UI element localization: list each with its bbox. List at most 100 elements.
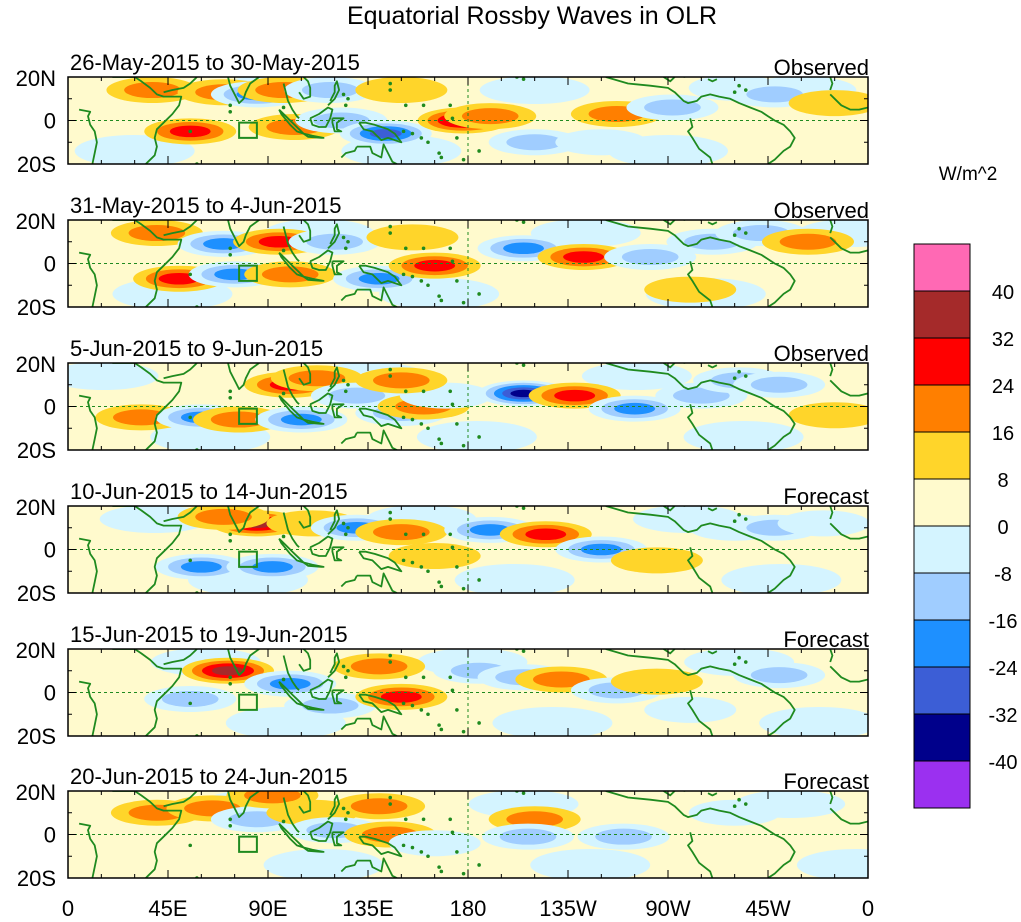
colorbar-label: 16 <box>992 423 1014 445</box>
island <box>343 103 348 108</box>
island <box>439 298 444 303</box>
colorbar-swatch <box>913 525 971 574</box>
island <box>461 300 466 305</box>
island <box>388 795 393 800</box>
coastline <box>605 220 796 307</box>
olr-anomaly <box>226 553 319 580</box>
coastline <box>358 835 403 858</box>
island <box>450 830 455 835</box>
anomaly-contour <box>777 510 868 537</box>
colorbar: W/m^2 -40 -32 -24 -16 -8 0 8 16 24 32 40 <box>913 164 1018 809</box>
island <box>421 817 426 822</box>
anomaly-band <box>492 706 613 736</box>
island <box>461 729 466 734</box>
island <box>281 534 286 539</box>
island <box>448 675 453 680</box>
island <box>426 712 430 717</box>
y-tick-label: 20S <box>17 152 56 177</box>
coastline <box>605 791 796 878</box>
island <box>410 417 415 422</box>
island <box>448 246 453 251</box>
island <box>346 668 350 673</box>
anomaly-contour <box>533 671 590 688</box>
colorbar-swatch <box>913 760 971 809</box>
coastline <box>298 506 312 529</box>
island <box>419 565 424 569</box>
colorbar-label: -16 <box>989 611 1018 633</box>
panel-date-range: 10-Jun-2015 to 14-Jun-2015 <box>70 479 348 504</box>
olr-anomaly <box>733 662 826 689</box>
colorbar-label: -32 <box>989 705 1018 727</box>
anomaly-band <box>796 848 868 878</box>
island <box>477 578 481 582</box>
olr-anomaly <box>244 670 337 697</box>
island <box>341 664 346 669</box>
island <box>228 532 233 537</box>
island <box>743 88 748 92</box>
island <box>401 558 406 563</box>
panel-status: Forecast <box>783 484 869 509</box>
coastline <box>309 106 334 128</box>
map-panel: 20N 0 20S 20-Jun-2015 to 24-Jun-2015 Forecas… <box>16 764 869 891</box>
coastline <box>356 715 398 736</box>
coastline <box>829 665 868 683</box>
coastline <box>163 77 198 94</box>
y-tick-label: 0 <box>44 109 56 134</box>
anomaly-contour <box>644 276 737 303</box>
coastline <box>214 506 260 533</box>
island <box>228 539 233 543</box>
island <box>737 369 741 374</box>
coastline <box>605 649 796 736</box>
island <box>346 239 350 244</box>
coastline <box>358 550 403 573</box>
island <box>477 435 481 439</box>
coastline <box>78 822 98 878</box>
anomaly-contour <box>621 248 679 265</box>
coastline <box>214 649 260 676</box>
coastline <box>707 221 718 226</box>
olr-anomaly <box>244 261 337 288</box>
coastline <box>214 220 260 248</box>
y-tick-label: 0 <box>44 395 56 420</box>
coastline <box>356 286 398 307</box>
island <box>461 586 466 591</box>
olr-anomaly <box>499 521 592 548</box>
island <box>388 81 393 86</box>
anomaly-contour <box>269 678 311 690</box>
coastline <box>707 364 718 369</box>
y-tick-label: 0 <box>44 538 56 563</box>
coastline <box>331 403 345 419</box>
island <box>437 151 441 155</box>
anomaly-contour <box>525 528 567 541</box>
island <box>737 83 741 88</box>
x-tick-label: 180 <box>450 896 487 921</box>
island <box>448 389 453 394</box>
coastline <box>309 392 334 414</box>
coastline <box>331 546 345 562</box>
olr-anomaly <box>388 830 481 857</box>
island <box>426 283 430 288</box>
olr-anomaly <box>644 696 737 723</box>
anomaly-contour <box>595 828 652 845</box>
olr-anomaly <box>355 77 448 104</box>
island <box>403 246 408 251</box>
island <box>455 850 459 854</box>
reference-box <box>238 835 258 853</box>
x-tick-label: 0 <box>62 896 74 921</box>
coastline <box>282 797 300 833</box>
coastline <box>358 121 403 144</box>
x-tick-label: 135W <box>539 896 597 921</box>
anomaly-contour <box>644 696 737 723</box>
island <box>343 532 348 537</box>
island <box>188 701 193 706</box>
coastline <box>340 575 358 588</box>
coastline <box>707 507 718 512</box>
coastline <box>78 108 98 164</box>
anomaly-contour <box>180 561 222 573</box>
coastline <box>163 649 198 666</box>
island <box>461 871 466 876</box>
anomaly-contour <box>673 387 730 404</box>
coastline <box>112 363 183 450</box>
y-tick-label: 20S <box>17 295 56 320</box>
olr-anomaly <box>333 653 426 680</box>
